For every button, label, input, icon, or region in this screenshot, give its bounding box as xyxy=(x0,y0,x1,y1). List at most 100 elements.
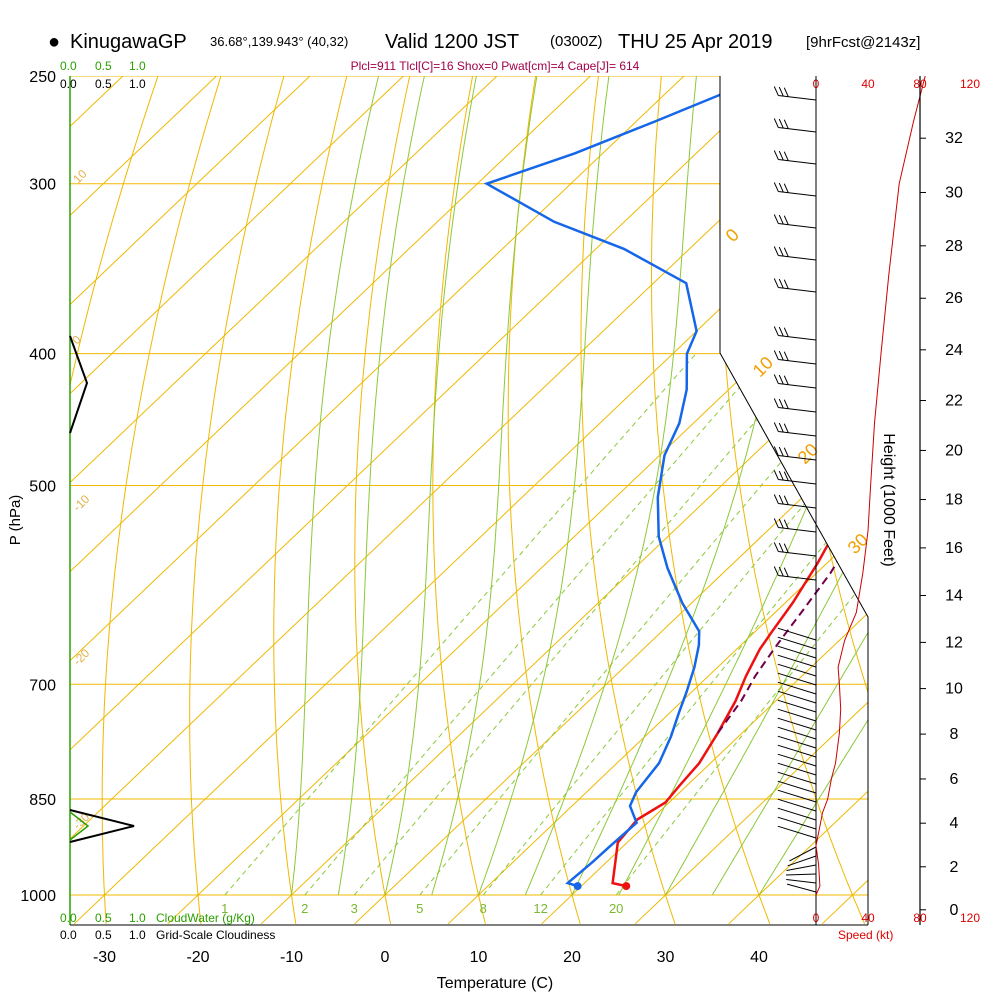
dry-adiabat xyxy=(975,52,1000,924)
height-axis-title: Height (1000 Feet) xyxy=(880,433,897,566)
wind-speed-profile xyxy=(815,75,926,925)
x-tick-label: 10 xyxy=(470,949,488,966)
station-coords: 36.68°,139.943° (40,32) xyxy=(210,34,348,49)
wind-barb xyxy=(777,753,817,767)
wind-barb xyxy=(777,654,817,668)
speed-top-120: 120 xyxy=(960,77,980,91)
wind-barb xyxy=(778,430,817,437)
wind-barb xyxy=(777,672,817,686)
isotherm-line xyxy=(70,76,336,925)
wind-barb xyxy=(777,627,817,641)
height-tick-label: 20 xyxy=(945,442,963,459)
isotherm-line xyxy=(70,76,243,925)
wind-barb-feather xyxy=(773,350,779,360)
cloudiness-trace-lower xyxy=(69,809,135,843)
dry-adiabat xyxy=(719,76,866,924)
moist-adiabat xyxy=(524,76,700,896)
cloud-bot-black-0: 0.0 xyxy=(60,928,77,942)
plot-outline xyxy=(69,76,869,926)
wind-barb xyxy=(778,94,817,101)
wind-barb xyxy=(778,526,817,533)
station-name: KinugawaGP xyxy=(70,31,187,53)
cloudiness-title: Grid-Scale Cloudiness xyxy=(156,928,275,942)
height-tick-label: 22 xyxy=(945,393,963,410)
wind-barb-feather xyxy=(783,495,789,505)
x-tick-label: 20 xyxy=(563,949,581,966)
speed-top-40: 40 xyxy=(861,77,875,91)
isotherm-label: 20 xyxy=(794,440,822,468)
isotherm-line xyxy=(70,76,710,925)
wind-barb-feather xyxy=(773,422,779,432)
speed-profile-line xyxy=(815,75,926,896)
x-tick-label: -10 xyxy=(280,949,303,966)
wind-barb xyxy=(778,334,817,341)
wind-barb-feather xyxy=(773,214,779,224)
wind-barb xyxy=(777,762,817,776)
plot-area xyxy=(70,52,1000,925)
wind-barbs xyxy=(773,86,817,893)
dry-adiabat xyxy=(70,76,167,924)
series-parcel xyxy=(717,187,868,734)
height-tick-label: 10 xyxy=(945,681,963,698)
wind-barb xyxy=(777,771,817,785)
valid-date: THU 25 Apr 2019 xyxy=(618,31,773,53)
x-tick-label: 0 xyxy=(381,949,390,966)
mixing-ratio-line xyxy=(353,353,814,896)
isotherm-line xyxy=(70,76,617,925)
cloudwater-title: CloudWater (g/Kg) xyxy=(156,911,255,925)
speed-bot-40: 40 xyxy=(861,911,875,925)
wind-barb xyxy=(778,222,817,229)
mixing-ratio-line xyxy=(419,353,868,896)
wind-barb-feather xyxy=(778,214,784,225)
isotherm-line xyxy=(70,76,868,925)
wind-barb xyxy=(777,789,817,803)
wind-barb-feather xyxy=(773,182,779,192)
wind-barb-feather xyxy=(783,247,789,257)
mixing-ratio-label: 5 xyxy=(416,901,423,916)
wind-barb xyxy=(777,726,817,740)
moist-adiabat xyxy=(571,76,807,896)
wind-barb-feather xyxy=(773,326,779,336)
cloud-bot-green-0: 0.0 xyxy=(60,911,77,925)
cloud-top-green-2: 1.0 xyxy=(129,59,146,73)
mixing-ratio-line xyxy=(482,353,868,896)
x-tick-label: 40 xyxy=(750,949,768,966)
isotherm-label: 0 xyxy=(722,225,743,246)
isotherm-label: -10 xyxy=(70,492,92,514)
wind-barb xyxy=(778,190,817,197)
height-tick-label: 32 xyxy=(945,130,963,147)
wind-barb xyxy=(777,663,817,677)
cloud-top-green-1: 0.5 xyxy=(95,59,112,73)
wind-barb-feather xyxy=(778,542,784,553)
height-tick-label: 28 xyxy=(945,238,963,255)
x-axis-ticks: -30 -20 -10 0 10 20 30 40 xyxy=(93,949,768,966)
pressure-axis-ticks: 250 300 400 500 700 850 1000 xyxy=(20,69,56,905)
wind-barb-feather xyxy=(778,374,784,385)
isotherm-line xyxy=(541,76,868,925)
pressure-tick-label: 250 xyxy=(29,69,56,86)
height-tick-label: 14 xyxy=(945,588,963,605)
wind-barb-feather xyxy=(778,278,784,289)
wind-barb xyxy=(778,254,817,261)
wind-barb-feather xyxy=(778,118,784,129)
mixing-ratio-label: 2 xyxy=(301,901,308,916)
header-bullet: ● xyxy=(48,31,60,53)
moist-adiabat xyxy=(384,76,482,896)
mixing-ratio-label: 8 xyxy=(480,901,487,916)
speed-title: Speed (kt) xyxy=(838,928,893,942)
cloud-top-black-0: 0.0 xyxy=(60,77,77,91)
wind-barb-feather xyxy=(783,215,789,225)
moist-adiabat xyxy=(711,76,868,896)
isotherm-line xyxy=(70,76,804,925)
x-axis-title: Temperature (C) xyxy=(437,975,553,992)
dry-adiabat xyxy=(101,76,229,924)
isotherm-line xyxy=(167,76,868,925)
wind-barb-feather xyxy=(778,182,784,193)
wind-barb-feather xyxy=(773,86,779,96)
wind-barb-feather xyxy=(778,150,784,161)
height-tick-label: 16 xyxy=(945,540,963,557)
pressure-tick-label: 500 xyxy=(29,479,56,496)
cloud-top-black-1: 0.5 xyxy=(95,77,112,91)
